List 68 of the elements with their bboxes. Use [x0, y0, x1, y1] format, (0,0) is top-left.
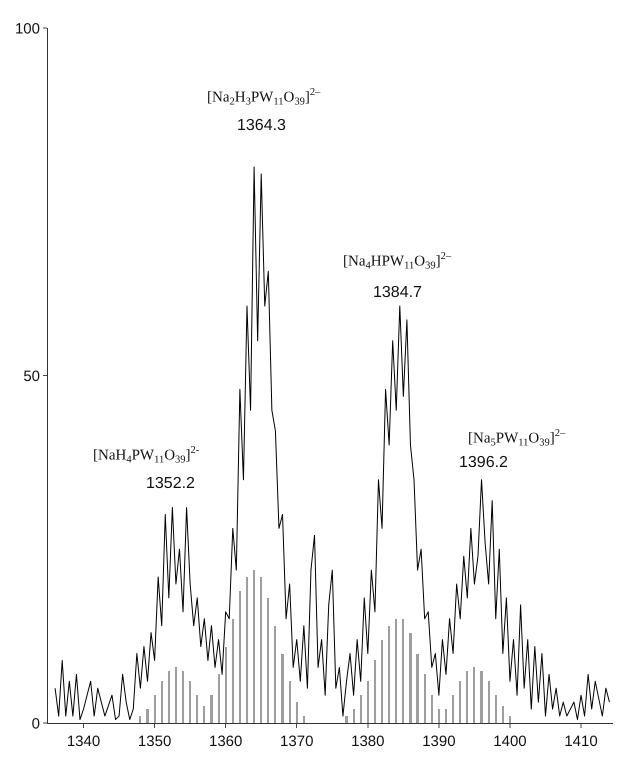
x-tick-label: 1350: [138, 733, 172, 750]
bar: [409, 633, 412, 723]
x-tick-label: 1370: [280, 733, 314, 750]
bar: [367, 681, 369, 723]
bar: [296, 702, 298, 723]
bar: [274, 626, 276, 723]
bar: [395, 619, 397, 723]
bar: [196, 695, 198, 723]
bar: [189, 681, 191, 723]
bar: [353, 709, 355, 723]
bar: [431, 695, 433, 723]
bar: [452, 695, 454, 723]
x-tick-label: 1360: [208, 733, 242, 750]
bar: [466, 671, 468, 723]
x-tick-label: 1410: [564, 733, 598, 750]
bar: [267, 598, 269, 723]
annotation: [Na$_{5}$PW$_{11}$O$_{39}$]$^{2–}$: [468, 428, 566, 448]
bar: [232, 619, 234, 723]
bar: [416, 654, 419, 723]
y-tick-label: 100: [14, 20, 40, 38]
bar: [509, 716, 511, 723]
bar: [424, 674, 426, 723]
bar: [139, 716, 141, 723]
bar: [381, 640, 383, 723]
y-tick-label: 50: [23, 368, 40, 385]
bar: [445, 709, 447, 723]
text: [Na$_{2}$H$_{3}$PW$_{11}$O$_{39}$]$^{2–}$: [207, 87, 320, 108]
bar: [146, 709, 149, 723]
bar: [388, 626, 390, 723]
bar: [438, 709, 440, 723]
annotation: [Na$_{4}$HPW$_{11}$O$_{39}$]$^{2–}$: [343, 251, 452, 272]
bar: [281, 654, 284, 723]
annotation: 1352.2: [146, 475, 196, 492]
x-tick-label: 1400: [493, 733, 527, 750]
annotation: 1384.7: [373, 284, 422, 301]
bar: [218, 674, 220, 723]
x-tick-label: 1340: [66, 733, 100, 750]
bar: [246, 577, 248, 723]
line-series: [54, 166, 610, 720]
bar: [345, 716, 348, 723]
bar: [182, 671, 184, 723]
bar: [253, 570, 255, 723]
x-tick-label: 1380: [351, 733, 384, 750]
bar: [260, 577, 262, 723]
bar: [374, 660, 376, 723]
bar: [402, 619, 404, 723]
bar: [175, 667, 177, 723]
bar: [303, 716, 305, 723]
bar: [168, 671, 170, 723]
bar: [289, 681, 291, 723]
bar: [502, 706, 504, 723]
bar: [154, 695, 156, 723]
annotation: 1396.2: [459, 454, 508, 471]
x-tick-label: 1390: [422, 733, 456, 750]
bar: [239, 591, 241, 723]
y-tick-label: 0: [32, 715, 40, 732]
bar: [459, 681, 461, 723]
bar: [473, 667, 475, 723]
annotation: 1364.3: [237, 117, 286, 134]
bar: [161, 681, 163, 723]
bar: [480, 671, 483, 723]
annotation: [NaH$_{4}$PW$_{11}$O$_{39}$]$^{2-}$: [93, 445, 200, 466]
bar: [225, 647, 227, 723]
bar: [360, 695, 362, 723]
bar: [495, 695, 497, 723]
bar: [203, 706, 205, 723]
bar: [488, 681, 490, 723]
bar: [210, 695, 213, 723]
